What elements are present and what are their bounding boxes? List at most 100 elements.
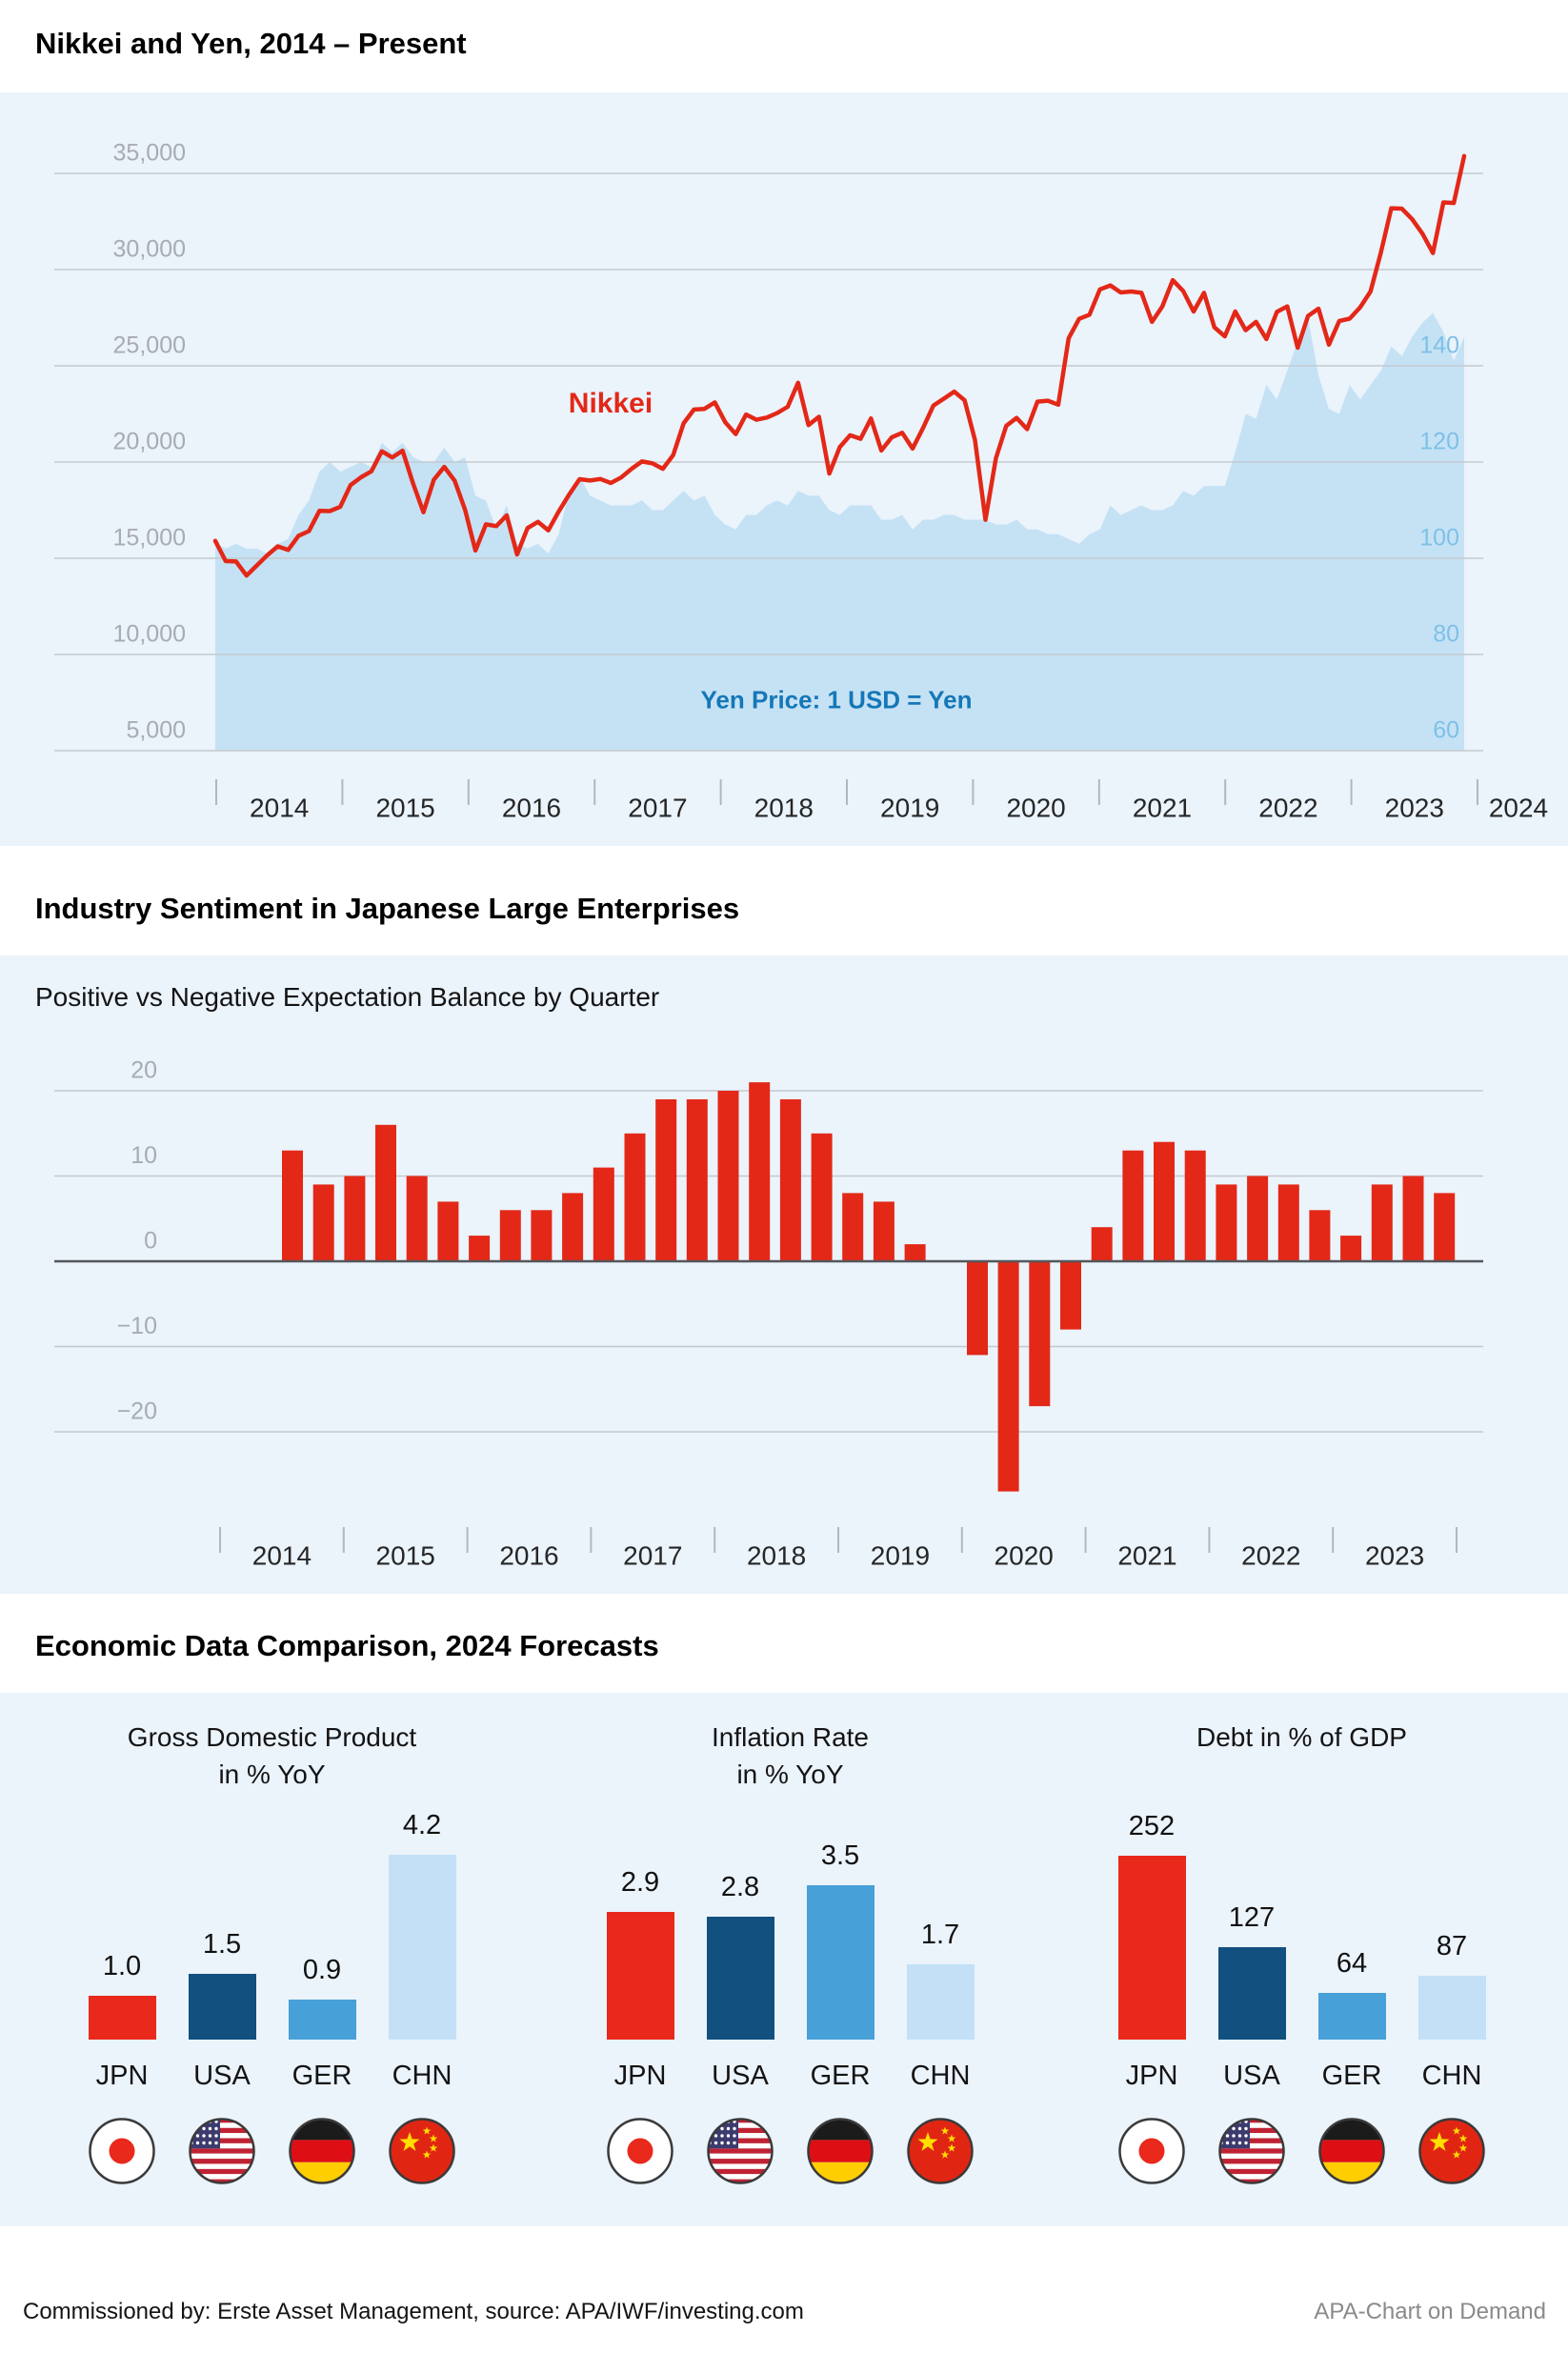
sentiment-bar bbox=[1371, 1184, 1393, 1261]
country-label-ger: GER bbox=[1321, 2061, 1382, 2091]
left-axis-label: 15,000 bbox=[113, 525, 186, 552]
sentiment-bar bbox=[1340, 1236, 1362, 1261]
year-label: 2021 bbox=[1117, 1540, 1176, 1570]
sentiment-bar bbox=[967, 1261, 988, 1356]
sentiment-bar bbox=[282, 1150, 303, 1261]
flag-usa bbox=[189, 2118, 255, 2184]
sentiment-bar bbox=[469, 1236, 491, 1261]
forecast-value-gdp-usa: 1.5 bbox=[202, 1929, 242, 1960]
left-axis-label: 5,000 bbox=[126, 717, 186, 744]
flag-china-icon bbox=[389, 2118, 455, 2184]
flag-japan-icon bbox=[1118, 2118, 1185, 2184]
sentiment-bar bbox=[904, 1244, 926, 1261]
year-label: 2015 bbox=[375, 793, 434, 822]
right-axis-label: 60 bbox=[1433, 717, 1459, 744]
flag-chn bbox=[389, 2118, 455, 2184]
year-label: 2023 bbox=[1385, 793, 1444, 822]
sentiment-bar bbox=[779, 1099, 801, 1261]
forecast-value-debt-chn: 87 bbox=[1436, 1931, 1468, 1961]
country-label-usa: USA bbox=[712, 2061, 769, 2091]
sentiment-bar bbox=[655, 1099, 677, 1261]
forecast-value-inflation-usa: 2.8 bbox=[720, 1872, 760, 1902]
forecast-value-debt-ger: 64 bbox=[1336, 1948, 1368, 1979]
year-label: 2021 bbox=[1133, 793, 1192, 822]
sentiment-bar bbox=[717, 1091, 739, 1261]
section-title-nikkei-yen: Nikkei and Yen, 2014 – Present bbox=[35, 27, 467, 60]
flag-japan-icon bbox=[89, 2118, 155, 2184]
year-label: 2015 bbox=[376, 1540, 435, 1570]
sentiment-bar-chart: 20 10 0 −10 −20 2014 2015 2016 2017 2018 2019 2020 2… bbox=[54, 1057, 1483, 1570]
flag-jpn bbox=[89, 2118, 155, 2184]
forecast-bar-debt-chn bbox=[1417, 1976, 1486, 2040]
sentiment-bar bbox=[624, 1133, 646, 1262]
nikkei-series-label: Nikkei bbox=[568, 388, 653, 419]
year-label: 2018 bbox=[754, 793, 814, 822]
flag-japan-icon bbox=[607, 2118, 673, 2184]
year-label: 2019 bbox=[871, 1540, 930, 1570]
nikkei-yen-chart: 35,000 30,000 25,000 20,000 15,000 10,000 5,00… bbox=[54, 140, 1548, 822]
forecast-value-inflation-ger: 3.5 bbox=[820, 1840, 860, 1871]
nikkei-series bbox=[212, 153, 1467, 578]
year-label: 2023 bbox=[1365, 1540, 1424, 1570]
left-axis-label: 10,000 bbox=[113, 621, 186, 648]
flag-germany-icon bbox=[1318, 2118, 1385, 2184]
forecast-bar-gdp-ger bbox=[288, 2000, 356, 2040]
country-label-jpn: JPN bbox=[613, 2061, 667, 2091]
forecast-value-inflation-jpn: 2.9 bbox=[620, 1867, 660, 1898]
sentiment-subtitle: Positive vs Negative Expectation Balance… bbox=[35, 982, 660, 1012]
year-label: 2017 bbox=[623, 1540, 682, 1570]
flag-china-icon bbox=[1418, 2118, 1485, 2184]
sentiment-bar bbox=[562, 1193, 584, 1261]
flag-ger bbox=[289, 2118, 355, 2184]
flag-china-icon bbox=[907, 2118, 974, 2184]
left-axis-label: 20,000 bbox=[113, 429, 186, 455]
year-label: 2020 bbox=[995, 1540, 1054, 1570]
flag-chn bbox=[907, 2118, 974, 2184]
forecast-bar-debt-ger bbox=[1317, 1993, 1386, 2040]
forecast-bar-inflation-usa bbox=[706, 1917, 774, 2040]
y-axis-label: −20 bbox=[117, 1398, 157, 1425]
flag-jpn bbox=[607, 2118, 673, 2184]
sentiment-bar bbox=[499, 1210, 521, 1261]
country-label-usa: USA bbox=[1223, 2061, 1280, 2091]
country-label-ger: GER bbox=[810, 2061, 871, 2091]
forecast-value-gdp-chn: 4.2 bbox=[402, 1810, 442, 1840]
year-label: 2020 bbox=[1006, 793, 1065, 822]
left-axis-label: 25,000 bbox=[113, 332, 186, 359]
sentiment-bar bbox=[811, 1133, 833, 1262]
country-label-ger: GER bbox=[291, 2061, 352, 2091]
year-label: 2022 bbox=[1241, 1540, 1300, 1570]
forecast-panel: Gross Domestic Product in % YoY 1.0 JPN 1.5 U… bbox=[0, 1693, 1568, 2226]
year-label: 2014 bbox=[250, 793, 309, 822]
forecast-bar-debt-jpn bbox=[1117, 1856, 1186, 2040]
sentiment-bar bbox=[1434, 1193, 1456, 1261]
year-label: 2019 bbox=[880, 793, 939, 822]
section-title-forecasts: Economic Data Comparison, 2024 Forecasts bbox=[35, 1629, 659, 1662]
forecast-bar-gdp-usa bbox=[188, 1974, 256, 2040]
sentiment-bar bbox=[842, 1193, 864, 1261]
yen-price-label: Yen Price: 1 USD = Yen bbox=[700, 685, 973, 714]
footer-brand-text: APA-Chart on Demand bbox=[1314, 2299, 1546, 2324]
sentiment-bar bbox=[1277, 1184, 1299, 1261]
flag-chn bbox=[1418, 2118, 1485, 2184]
right-axis-label: 100 bbox=[1419, 525, 1459, 552]
forecast-group-title-inflation: Inflation Rate in % YoY bbox=[712, 1722, 869, 1789]
flag-germany-icon bbox=[807, 2118, 874, 2184]
y-axis-label: 10 bbox=[131, 1142, 157, 1169]
y-axis-label: 0 bbox=[144, 1228, 157, 1255]
forecast-bar-debt-usa bbox=[1217, 1947, 1286, 2040]
flag-germany-icon bbox=[289, 2118, 355, 2184]
sentiment-bar bbox=[1060, 1261, 1081, 1330]
sentiment-bar bbox=[1122, 1150, 1144, 1261]
forecast-bar-gdp-chn bbox=[388, 1855, 456, 2040]
sentiment-bar bbox=[1029, 1261, 1051, 1407]
forecast-bar-inflation-chn bbox=[906, 1964, 975, 2040]
forecast-value-inflation-chn: 1.7 bbox=[920, 1920, 960, 1950]
sentiment-bar bbox=[344, 1176, 366, 1261]
flag-usa-icon bbox=[707, 2118, 774, 2184]
flag-ger bbox=[1318, 2118, 1385, 2184]
year-label: 2018 bbox=[747, 1540, 806, 1570]
y-axis-label: 20 bbox=[131, 1057, 157, 1084]
sentiment-bar bbox=[1184, 1150, 1206, 1261]
country-label-chn: CHN bbox=[910, 2061, 971, 2091]
